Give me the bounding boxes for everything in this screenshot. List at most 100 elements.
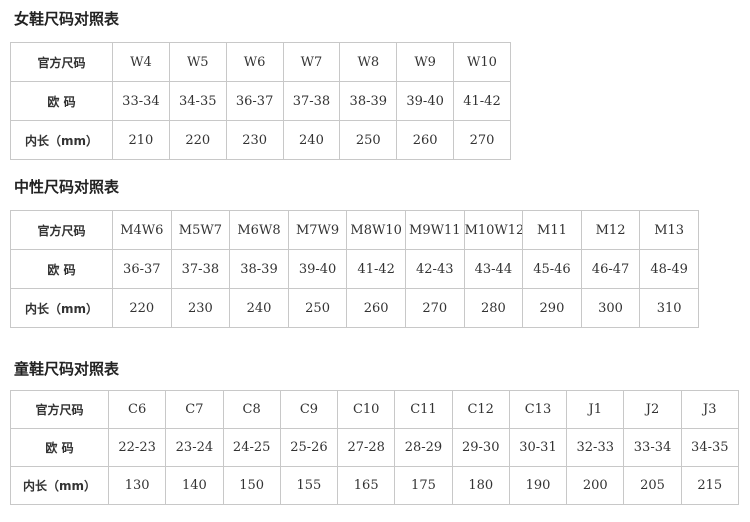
table-cell: M4W6: [112, 210, 172, 250]
table-cell: 260: [396, 120, 455, 160]
row-header: 内长（mm）: [10, 120, 113, 160]
table-cell: 28-29: [394, 428, 453, 467]
table-cell: 38-39: [339, 81, 398, 121]
table-cell: 27-28: [337, 428, 396, 467]
table-cell: 25-26: [279, 428, 339, 467]
row-header: 官方尺码: [10, 210, 113, 250]
table-row: 内长（mm） 130 140 150 155 165 175 180 190 200 205 215: [10, 466, 739, 505]
table-cell: 22-23: [107, 428, 167, 467]
table-body: 官方尺码 C6 C7 C8 C9 C10 C11 C12 C13 J1 J2 J3 欧 码 22-23 23…: [10, 390, 739, 505]
table-cell: C8: [222, 390, 281, 429]
table-cell: 220: [168, 120, 227, 160]
size-table: 官方尺码 W4 W5 W6 W7 W8 W9 W10 欧 码 33-34 34-35 36-37 37-…: [10, 42, 511, 160]
table-cell: 240: [229, 288, 289, 328]
table-cell: 190: [508, 466, 568, 505]
table-cell: 270: [453, 120, 511, 160]
table-cell: 165: [337, 466, 396, 505]
table-cell: 200: [566, 466, 625, 505]
table-cell: 140: [165, 466, 224, 505]
table-cell: 210: [112, 120, 170, 160]
table-cell: 43-44: [463, 249, 524, 289]
table-cell: 270: [404, 288, 465, 328]
table-cell: 32-33: [566, 428, 625, 467]
row-header: 内长（mm）: [10, 466, 109, 505]
table-row: 欧 码 22-23 23-24 24-25 25-26 27-28 28-29 29-30 30…: [10, 428, 739, 467]
table-cell: 150: [222, 466, 281, 505]
table-cell: 24-25: [222, 428, 281, 467]
table-cell: M12: [580, 210, 641, 250]
table-cell: 215: [680, 466, 739, 505]
table-cell: C12: [451, 390, 510, 429]
table-cell: 180: [451, 466, 510, 505]
table-cell: J3: [680, 390, 739, 429]
table-cell: W6: [225, 42, 284, 82]
table-cell: 250: [339, 120, 398, 160]
table-row: 内长（mm） 210 220 230 240 250 260 270: [10, 120, 511, 160]
section-title: 中性尺码对照表: [14, 178, 120, 196]
table-cell: 34-35: [168, 81, 227, 121]
table-cell: 33-34: [112, 81, 170, 121]
table-cell: 34-35: [680, 428, 739, 467]
table-row: 官方尺码 C6 C7 C8 C9 C10 C11 C12 C13 J1 J2 J3: [10, 390, 739, 429]
table-cell: M11: [522, 210, 582, 250]
table-cell: M5W7: [170, 210, 231, 250]
table-cell: 29-30: [451, 428, 510, 467]
table-cell: 220: [112, 288, 172, 328]
row-header: 欧 码: [10, 249, 113, 289]
table-cell: M13: [639, 210, 699, 250]
section-title: 童鞋尺码对照表: [14, 360, 120, 378]
table-cell: 260: [346, 288, 406, 328]
row-header: 内长（mm）: [10, 288, 113, 328]
table-cell: 37-38: [170, 249, 231, 289]
table-cell: W9: [396, 42, 455, 82]
table-cell: 42-43: [404, 249, 465, 289]
row-header: 官方尺码: [10, 390, 109, 429]
table-row: 官方尺码 W4 W5 W6 W7 W8 W9 W10: [10, 42, 511, 82]
table-cell: 48-49: [639, 249, 699, 289]
table-cell: C9: [279, 390, 339, 429]
table-cell: W10: [453, 42, 511, 82]
table-cell: 36-37: [225, 81, 284, 121]
table-row: 欧 码 36-37 37-38 38-39 39-40 41-42 42-43 43-44 45…: [10, 249, 699, 289]
size-table: 官方尺码 M4W6 M5W7 M6W8 M7W9 M8W10 M9W11 M10W12 M11 M…: [10, 210, 699, 328]
table-cell: 290: [522, 288, 582, 328]
table-cell: 39-40: [396, 81, 455, 121]
table-cell: 310: [639, 288, 699, 328]
table-cell: W7: [282, 42, 341, 82]
table-cell: J2: [623, 390, 682, 429]
table-cell: M7W9: [287, 210, 348, 250]
table-row: 官方尺码 M4W6 M5W7 M6W8 M7W9 M8W10 M9W11 M10W12 M11 M…: [10, 210, 699, 250]
section-title: 女鞋尺码对照表: [14, 10, 120, 28]
table-body: 官方尺码 M4W6 M5W7 M6W8 M7W9 M8W10 M9W11 M10W12 M11 M…: [10, 210, 699, 328]
table-cell: 41-42: [453, 81, 511, 121]
table-cell: 41-42: [346, 249, 406, 289]
table-cell: W4: [112, 42, 170, 82]
table-cell: 37-38: [282, 81, 341, 121]
table-body: 官方尺码 W4 W5 W6 W7 W8 W9 W10 欧 码 33-34 34-35 36-37 37-…: [10, 42, 511, 160]
table-cell: C13: [508, 390, 568, 429]
table-cell: M8W10: [346, 210, 406, 250]
table-cell: M6W8: [229, 210, 289, 250]
table-cell: 230: [170, 288, 231, 328]
table-cell: 33-34: [623, 428, 682, 467]
table-cell: 240: [282, 120, 341, 160]
table-cell: 38-39: [229, 249, 289, 289]
table-cell: 205: [623, 466, 682, 505]
table-cell: 280: [463, 288, 524, 328]
row-header: 欧 码: [10, 428, 109, 467]
table-row: 内长（mm） 220 230 240 250 260 270 280 290 300 310: [10, 288, 699, 328]
table-cell: 30-31: [508, 428, 568, 467]
table-cell: 300: [580, 288, 641, 328]
table-cell: 45-46: [522, 249, 582, 289]
table-cell: 23-24: [165, 428, 224, 467]
table-cell: C11: [394, 390, 453, 429]
row-header: 欧 码: [10, 81, 113, 121]
table-cell: 250: [287, 288, 348, 328]
table-cell: 175: [394, 466, 453, 505]
table-cell: C10: [337, 390, 396, 429]
table-cell: C6: [107, 390, 167, 429]
size-table: 官方尺码 C6 C7 C8 C9 C10 C11 C12 C13 J1 J2 J3 欧 码 22-23 23…: [10, 390, 739, 505]
table-row: 欧 码 33-34 34-35 36-37 37-38 38-39 39-40 41-42: [10, 81, 511, 121]
table-cell: M10W12: [463, 210, 524, 250]
